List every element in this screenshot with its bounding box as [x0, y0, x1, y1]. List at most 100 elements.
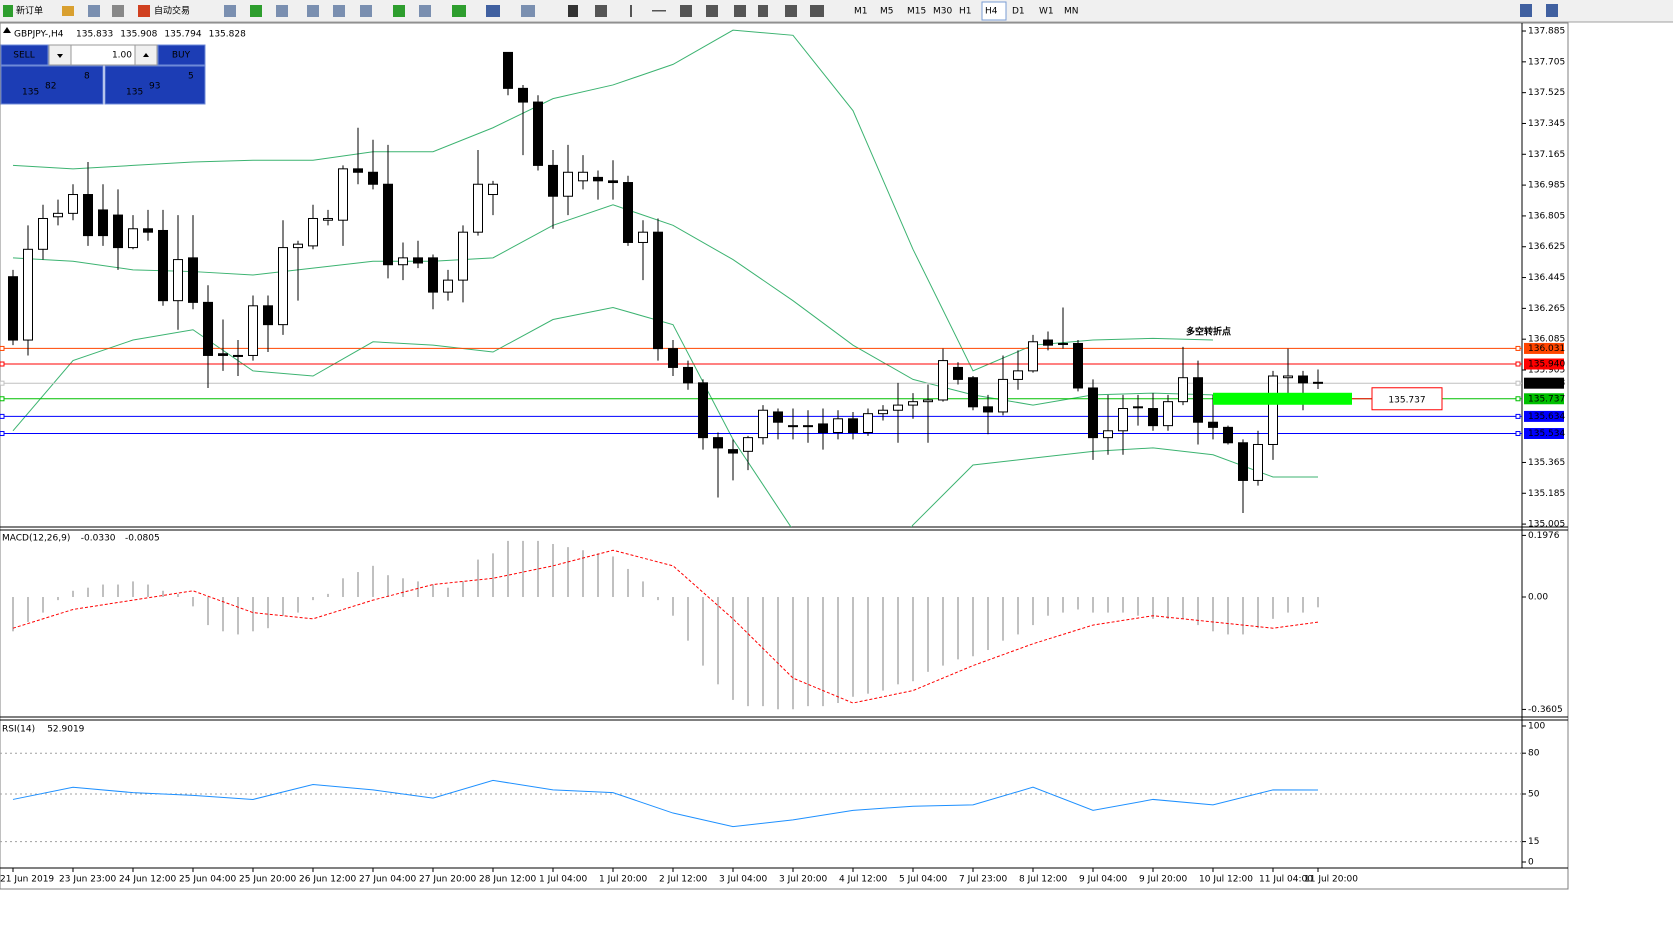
price-line-label: 135.940: [1528, 360, 1565, 370]
level-marker-label-box: [1371, 387, 1443, 411]
price-line-label: 136.031: [1528, 344, 1565, 354]
price-line-handle: [0, 431, 5, 437]
candle-body: [428, 257, 438, 293]
indicator-title: RSI(14): [2, 725, 35, 735]
price-line-handle: [0, 413, 5, 419]
timeframe-button[interactable]: MN: [1064, 7, 1079, 17]
candle-body: [923, 399, 933, 403]
arrow: [143, 53, 149, 57]
candle-body: [863, 413, 873, 433]
buy-label[interactable]: BUY: [172, 51, 191, 61]
candle-body: [263, 305, 273, 326]
candle-body: [773, 411, 783, 423]
candle-body: [443, 279, 453, 293]
timeframe-button[interactable]: D1: [1012, 7, 1025, 17]
candle-body: [1253, 443, 1263, 481]
y-tick-label: 136.085: [1528, 335, 1565, 345]
candle-body: [518, 87, 528, 103]
new-order-button[interactable]: 新订单: [16, 5, 43, 17]
header-value: 135.908: [120, 30, 157, 40]
candle-body: [308, 217, 318, 247]
candle-body: [1163, 401, 1173, 427]
timeframe-button[interactable]: W1: [1039, 7, 1054, 17]
timeframe-button[interactable]: M5: [880, 7, 894, 17]
candle-body: [968, 377, 978, 408]
toolbar-icons: [3, 4, 1558, 17]
y-tick-label: 136.985: [1528, 181, 1565, 191]
candle-body: [713, 437, 723, 449]
candle-body: [578, 171, 588, 182]
one-click-panel[interactable]: [0, 44, 206, 105]
level-marker: [1213, 392, 1352, 405]
candle-body: [1208, 421, 1218, 428]
toolbar: [0, 0, 1673, 22]
ask-box[interactable]: [104, 65, 206, 105]
time-label: 5 Jul 04:00: [899, 875, 948, 885]
auto-trading-button[interactable]: 自动交易: [154, 5, 190, 17]
y-tick-label: 137.885: [1528, 27, 1565, 37]
candle-body: [158, 229, 168, 302]
candle-body: [218, 353, 228, 356]
price-line-label: 135.634: [1528, 412, 1565, 422]
header-value: 135.833: [76, 30, 113, 40]
candle-body: [818, 423, 828, 433]
time-label: 27 Jun 20:00: [419, 875, 476, 885]
y-tick-label: 136.265: [1528, 304, 1565, 314]
y-tick-label: 135.005: [1528, 520, 1565, 530]
candle-body: [998, 378, 1008, 413]
candle-body: [1193, 377, 1203, 423]
candle-body: [413, 257, 423, 264]
candle-body: [1043, 339, 1053, 346]
bid-box[interactable]: [0, 65, 104, 105]
price-line-handle: [0, 361, 5, 367]
y-tick-label: 0.1976: [1528, 531, 1560, 541]
candle-body: [68, 194, 78, 214]
y-tick-label: 135.365: [1528, 458, 1565, 468]
timeframe-button[interactable]: H4: [985, 7, 998, 17]
price-line-handle: [1515, 361, 1521, 367]
candle-body: [488, 183, 498, 196]
candle-body: [473, 183, 483, 233]
candle-body: [1028, 341, 1038, 372]
timeframe-button[interactable]: M15: [907, 7, 926, 17]
candle-body: [113, 214, 123, 249]
candle-body: [323, 217, 333, 221]
y-tick-label: 136.625: [1528, 242, 1565, 252]
sell-button[interactable]: [0, 44, 49, 66]
candle-body: [1283, 375, 1293, 379]
candle-body: [248, 305, 258, 356]
time-label: 11 Jul 04:00: [1259, 875, 1313, 885]
time-label: 1 Jul 04:00: [539, 875, 588, 885]
candle-body: [1298, 375, 1308, 384]
candle-body: [1148, 408, 1158, 427]
sell-label[interactable]: SELL: [13, 51, 34, 61]
candle-body: [638, 231, 648, 243]
price-line-label-bg: [1524, 428, 1564, 440]
y-tick-label: 137.705: [1528, 57, 1565, 67]
bid-main: 82: [45, 82, 56, 92]
rsi-line: [12, 779, 1319, 828]
timeframe-button[interactable]: M30: [933, 7, 952, 17]
candle-body: [1073, 342, 1083, 389]
candle-body: [1238, 442, 1248, 481]
candle-body: [728, 449, 738, 454]
buy-button[interactable]: [157, 44, 206, 66]
candle-body: [1178, 377, 1188, 403]
price-line-handle: [1515, 396, 1521, 402]
lot-value[interactable]: 1.00: [112, 51, 132, 61]
y-tick-label: 50: [1528, 790, 1540, 800]
indicator-title: MACD(12,26,9): [2, 534, 70, 544]
candle-body: [683, 366, 693, 384]
bid-small: 8: [84, 72, 90, 82]
candle-body: [983, 406, 993, 413]
timeframe-button[interactable]: H1: [959, 7, 972, 17]
candle-body: [1013, 370, 1023, 380]
candle-body: [128, 228, 138, 249]
time-label: 25 Jun 20:00: [239, 875, 296, 885]
timeframe-button[interactable]: M1: [854, 7, 868, 17]
candle-body: [293, 243, 303, 249]
symbol-icon: [3, 27, 11, 33]
y-tick-label: 80: [1528, 749, 1540, 759]
candle-body: [788, 425, 798, 428]
candle-body: [1313, 381, 1323, 384]
